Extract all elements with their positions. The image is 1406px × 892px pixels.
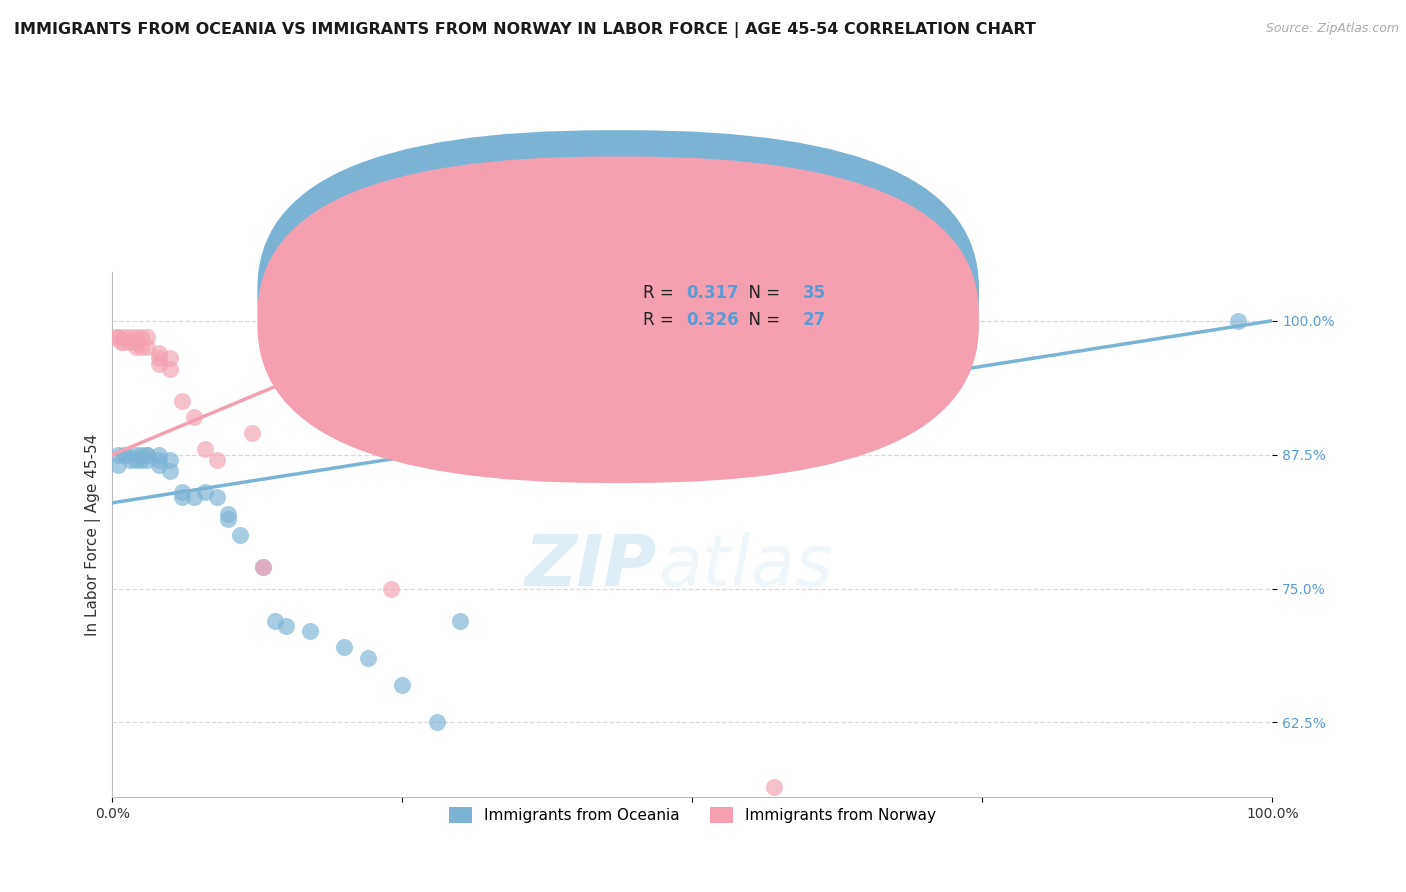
Text: atlas: atlas bbox=[658, 532, 832, 601]
Point bbox=[356, 651, 378, 665]
FancyBboxPatch shape bbox=[257, 156, 979, 483]
Text: ZIP: ZIP bbox=[526, 532, 658, 601]
Point bbox=[391, 678, 413, 692]
Point bbox=[194, 485, 217, 500]
Text: N =: N = bbox=[738, 310, 785, 329]
Point bbox=[159, 351, 181, 366]
Point bbox=[240, 426, 263, 441]
Point bbox=[124, 448, 146, 462]
Point bbox=[205, 453, 228, 467]
Point bbox=[131, 330, 153, 344]
Point bbox=[148, 351, 170, 366]
Point bbox=[131, 453, 153, 467]
Text: R =: R = bbox=[643, 310, 679, 329]
Point bbox=[148, 346, 170, 360]
Point bbox=[112, 335, 135, 350]
Point bbox=[148, 448, 170, 462]
Text: 0.326: 0.326 bbox=[686, 310, 740, 329]
Point bbox=[136, 341, 159, 355]
Point bbox=[110, 335, 132, 350]
Legend: Immigrants from Oceania, Immigrants from Norway: Immigrants from Oceania, Immigrants from… bbox=[443, 801, 942, 830]
Point bbox=[252, 560, 274, 574]
Point bbox=[217, 512, 239, 526]
Point bbox=[118, 453, 141, 467]
Point bbox=[333, 640, 356, 655]
Point bbox=[762, 780, 785, 794]
Text: IMMIGRANTS FROM OCEANIA VS IMMIGRANTS FROM NORWAY IN LABOR FORCE | AGE 45-54 COR: IMMIGRANTS FROM OCEANIA VS IMMIGRANTS FR… bbox=[14, 22, 1036, 38]
Text: Source: ZipAtlas.com: Source: ZipAtlas.com bbox=[1265, 22, 1399, 36]
Point bbox=[170, 394, 193, 409]
Point bbox=[136, 448, 159, 462]
Text: R =: R = bbox=[643, 285, 679, 302]
Point bbox=[148, 357, 170, 371]
Point bbox=[131, 448, 153, 462]
Point bbox=[107, 448, 129, 462]
Point bbox=[276, 619, 298, 633]
Point bbox=[1226, 314, 1249, 328]
Point bbox=[217, 507, 239, 521]
Point bbox=[112, 448, 135, 462]
Point bbox=[118, 335, 141, 350]
Point bbox=[380, 582, 402, 596]
Text: 0.317: 0.317 bbox=[686, 285, 740, 302]
Point bbox=[148, 453, 170, 467]
Point bbox=[107, 330, 129, 344]
Text: 27: 27 bbox=[803, 310, 825, 329]
Point bbox=[104, 330, 127, 344]
Text: 35: 35 bbox=[803, 285, 825, 302]
Point bbox=[426, 715, 449, 730]
Point bbox=[124, 335, 146, 350]
Point bbox=[205, 491, 228, 505]
Point bbox=[124, 330, 146, 344]
Point bbox=[124, 341, 146, 355]
Point bbox=[449, 614, 471, 628]
Point bbox=[124, 453, 146, 467]
Point bbox=[298, 624, 321, 639]
Point bbox=[159, 362, 181, 376]
Point bbox=[183, 410, 205, 425]
Point bbox=[148, 458, 170, 473]
Point bbox=[252, 560, 274, 574]
Point bbox=[118, 330, 141, 344]
Point bbox=[229, 528, 252, 542]
Point bbox=[183, 491, 205, 505]
Point bbox=[107, 458, 129, 473]
Y-axis label: In Labor Force | Age 45-54: In Labor Force | Age 45-54 bbox=[86, 434, 101, 636]
Point bbox=[136, 448, 159, 462]
Point bbox=[159, 453, 181, 467]
Point bbox=[159, 464, 181, 478]
FancyBboxPatch shape bbox=[582, 275, 849, 346]
Text: N =: N = bbox=[738, 285, 785, 302]
FancyBboxPatch shape bbox=[257, 130, 979, 457]
Point bbox=[194, 442, 217, 457]
Point bbox=[115, 448, 138, 462]
Point bbox=[170, 491, 193, 505]
Point bbox=[131, 341, 153, 355]
Point bbox=[112, 330, 135, 344]
Point bbox=[136, 453, 159, 467]
Point bbox=[263, 614, 285, 628]
Point bbox=[170, 485, 193, 500]
Point bbox=[136, 330, 159, 344]
